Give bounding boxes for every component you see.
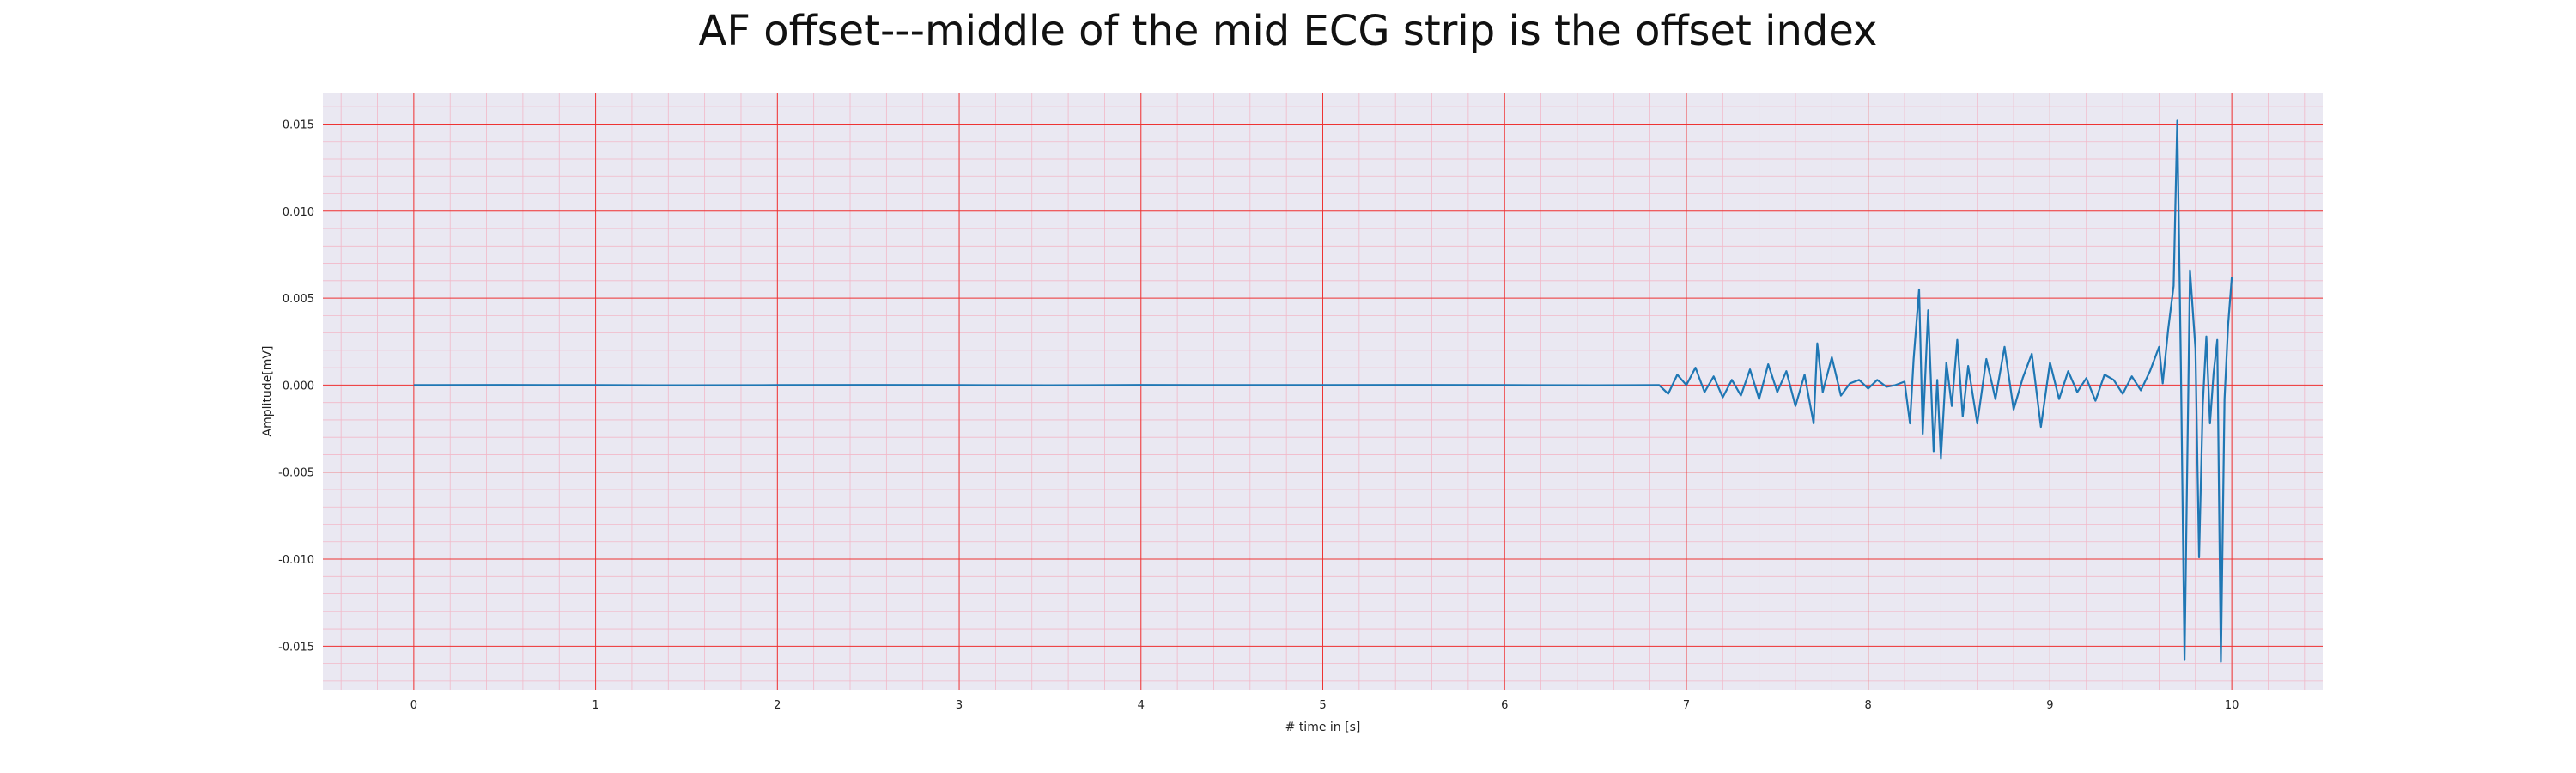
x-tick-label: 10	[2225, 699, 2239, 712]
y-axis-ticks: -0.015 -0.010 -0.005 0.000 0.005 0.010 0.015	[278, 119, 314, 654]
y-axis-label: Amplitude[mV]	[261, 346, 275, 437]
y-tick-label: -0.005	[278, 467, 314, 480]
y-tick-label: 0.015	[283, 119, 314, 131]
x-tick-label: 7	[1683, 699, 1690, 712]
x-tick-label: 9	[2046, 699, 2053, 712]
y-tick-label: 0.010	[283, 206, 314, 219]
chart-title: AF offset---middle of the mid ECG strip …	[698, 7, 1878, 55]
x-tick-label: 8	[1865, 699, 1872, 712]
x-tick-label: 5	[1319, 699, 1326, 712]
x-tick-label: 0	[410, 699, 417, 712]
x-axis-ticks: 0 1 2 3 4 5 6 7 8 9 10	[410, 699, 2239, 712]
y-tick-label: -0.015	[278, 641, 314, 654]
x-tick-label: 2	[774, 699, 781, 712]
x-axis-label: # time in [s]	[1285, 721, 1361, 734]
y-tick-label: -0.010	[278, 554, 314, 567]
x-tick-label: 3	[956, 699, 963, 712]
x-tick-label: 4	[1138, 699, 1145, 712]
y-tick-label: 0.000	[283, 380, 314, 393]
y-tick-label: 0.005	[283, 293, 314, 306]
x-tick-label: 1	[592, 699, 598, 712]
series-line-ecg	[413, 119, 2233, 663]
x-tick-label: 6	[1501, 699, 1508, 712]
